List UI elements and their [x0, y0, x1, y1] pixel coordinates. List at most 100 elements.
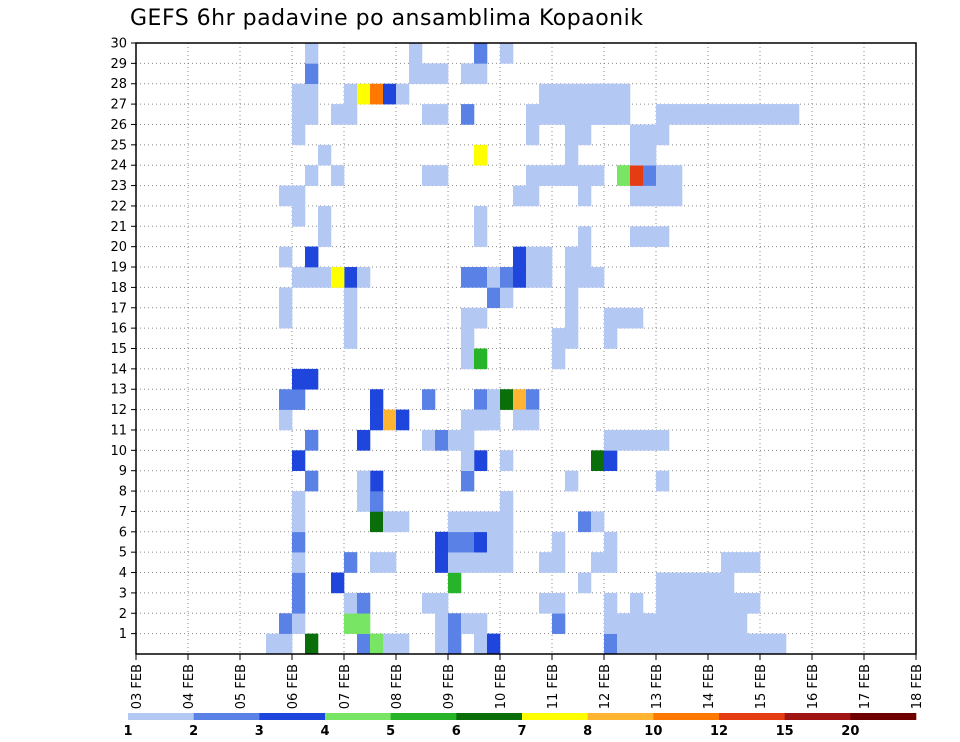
- heatmap-cell: [370, 83, 384, 105]
- legend-label: 5: [386, 724, 395, 739]
- heatmap-cell: [344, 287, 358, 309]
- heatmap-cell: [630, 165, 644, 186]
- heatmap-cell: [526, 104, 540, 125]
- heatmap-cell: [305, 63, 319, 85]
- heatmap-cell: [539, 267, 553, 288]
- heatmap-cell: [344, 104, 358, 125]
- heatmap-cell: [266, 633, 280, 655]
- y-tick-label: 7: [119, 505, 127, 520]
- x-tick-label: 04 FEB: [182, 664, 197, 709]
- heatmap-cell: [734, 552, 748, 573]
- heatmap-cell: [565, 287, 579, 309]
- heatmap-cell: [357, 470, 371, 492]
- heatmap-cell: [474, 552, 488, 573]
- heatmap-cell: [487, 389, 501, 410]
- heatmap-cell: [734, 104, 748, 125]
- legend-swatch: [522, 713, 588, 720]
- x-tick-label: 12 FEB: [598, 664, 613, 709]
- heatmap-cell: [344, 307, 358, 329]
- legend-label: 4: [320, 724, 329, 739]
- y-tick-label: 3: [119, 586, 127, 601]
- heatmap-cell: [396, 511, 410, 533]
- heatmap-cell: [565, 470, 579, 492]
- heatmap-cell: [656, 165, 670, 186]
- heatmap-cell: [474, 531, 488, 553]
- heatmap-cell: [617, 83, 631, 105]
- heatmap-cell: [682, 572, 696, 594]
- legend-label: 15: [776, 724, 794, 739]
- heatmap-cell: [656, 592, 670, 614]
- x-tick-label: 05 FEB: [234, 664, 249, 709]
- heatmap-cell: [643, 226, 657, 247]
- legend-label: 7: [517, 724, 526, 739]
- heatmap-cell: [474, 307, 488, 329]
- heatmap-cell: [578, 165, 592, 186]
- heatmap-cell: [669, 633, 683, 655]
- heatmap-cell: [474, 450, 488, 471]
- heatmap-cell: [539, 104, 553, 125]
- heatmap-cell: [604, 328, 618, 349]
- heatmap-cell: [357, 633, 371, 655]
- heatmap-cell: [578, 572, 592, 594]
- heatmap-cell: [682, 592, 696, 614]
- heatmap-cell: [292, 124, 306, 146]
- heatmap-cell: [786, 104, 800, 125]
- y-tick-label: 26: [110, 118, 127, 133]
- heatmap-cell: [552, 104, 566, 125]
- heatmap-cell: [617, 307, 631, 329]
- y-tick-label: 27: [110, 98, 127, 113]
- heatmap-cell: [500, 267, 514, 288]
- heatmap-cell: [578, 246, 592, 268]
- heatmap-cell: [292, 185, 306, 207]
- heatmap-cell: [604, 552, 618, 573]
- heatmap-cell: [578, 267, 592, 288]
- legend-swatch: [719, 713, 785, 720]
- heatmap-cell: [344, 613, 358, 634]
- heatmap-cell: [474, 409, 488, 431]
- heatmap-cell: [292, 389, 306, 410]
- y-tick-label: 18: [110, 281, 127, 296]
- heatmap-cell: [643, 165, 657, 186]
- heatmap-cell: [383, 633, 397, 655]
- y-tick-label: 10: [110, 444, 127, 459]
- heatmap-cell: [292, 205, 306, 227]
- heatmap-cell: [370, 470, 384, 492]
- heatmap-cell: [708, 572, 722, 594]
- x-tick-label: 15 FEB: [754, 664, 769, 709]
- x-tick-label: 16 FEB: [806, 664, 821, 709]
- heatmap-cell: [695, 572, 709, 594]
- y-tick-label: 14: [110, 362, 127, 377]
- heatmap-cell: [695, 104, 709, 125]
- heatmap-cell: [708, 104, 722, 125]
- heatmap-cell: [526, 185, 540, 207]
- heatmap-cell: [292, 267, 306, 288]
- heatmap-cell: [747, 592, 761, 614]
- y-tick-label: 20: [110, 240, 127, 255]
- x-tick-label: 13 FEB: [650, 664, 665, 709]
- heatmap-cell: [279, 287, 293, 309]
- heatmap-cell: [370, 552, 384, 573]
- heatmap-cell: [461, 552, 475, 573]
- heatmap-cell: [474, 348, 488, 370]
- heatmap-cell: [747, 633, 761, 655]
- heatmap-cell: [292, 531, 306, 553]
- heatmap-cell: [279, 613, 293, 634]
- heatmap-cell: [721, 592, 735, 614]
- heatmap-cell: [487, 267, 501, 288]
- heatmap-cell: [461, 63, 475, 85]
- y-tick-label: 19: [110, 261, 127, 276]
- x-tick-label: 14 FEB: [702, 664, 717, 709]
- heatmap-cell: [487, 511, 501, 533]
- heatmap-cell: [370, 409, 384, 431]
- heatmap-cell: [565, 144, 579, 166]
- x-tick-label: 03 FEB: [130, 664, 145, 709]
- heatmap-cell: [643, 633, 657, 655]
- heatmap-cell: [617, 633, 631, 655]
- heatmap-cell: [461, 613, 475, 634]
- heatmap-cell: [383, 409, 397, 431]
- heatmap-cell: [383, 552, 397, 573]
- heatmap-cell: [344, 328, 358, 349]
- heatmap-cell: [565, 124, 579, 146]
- heatmap-cell: [448, 572, 462, 594]
- heatmap-cell: [617, 165, 631, 186]
